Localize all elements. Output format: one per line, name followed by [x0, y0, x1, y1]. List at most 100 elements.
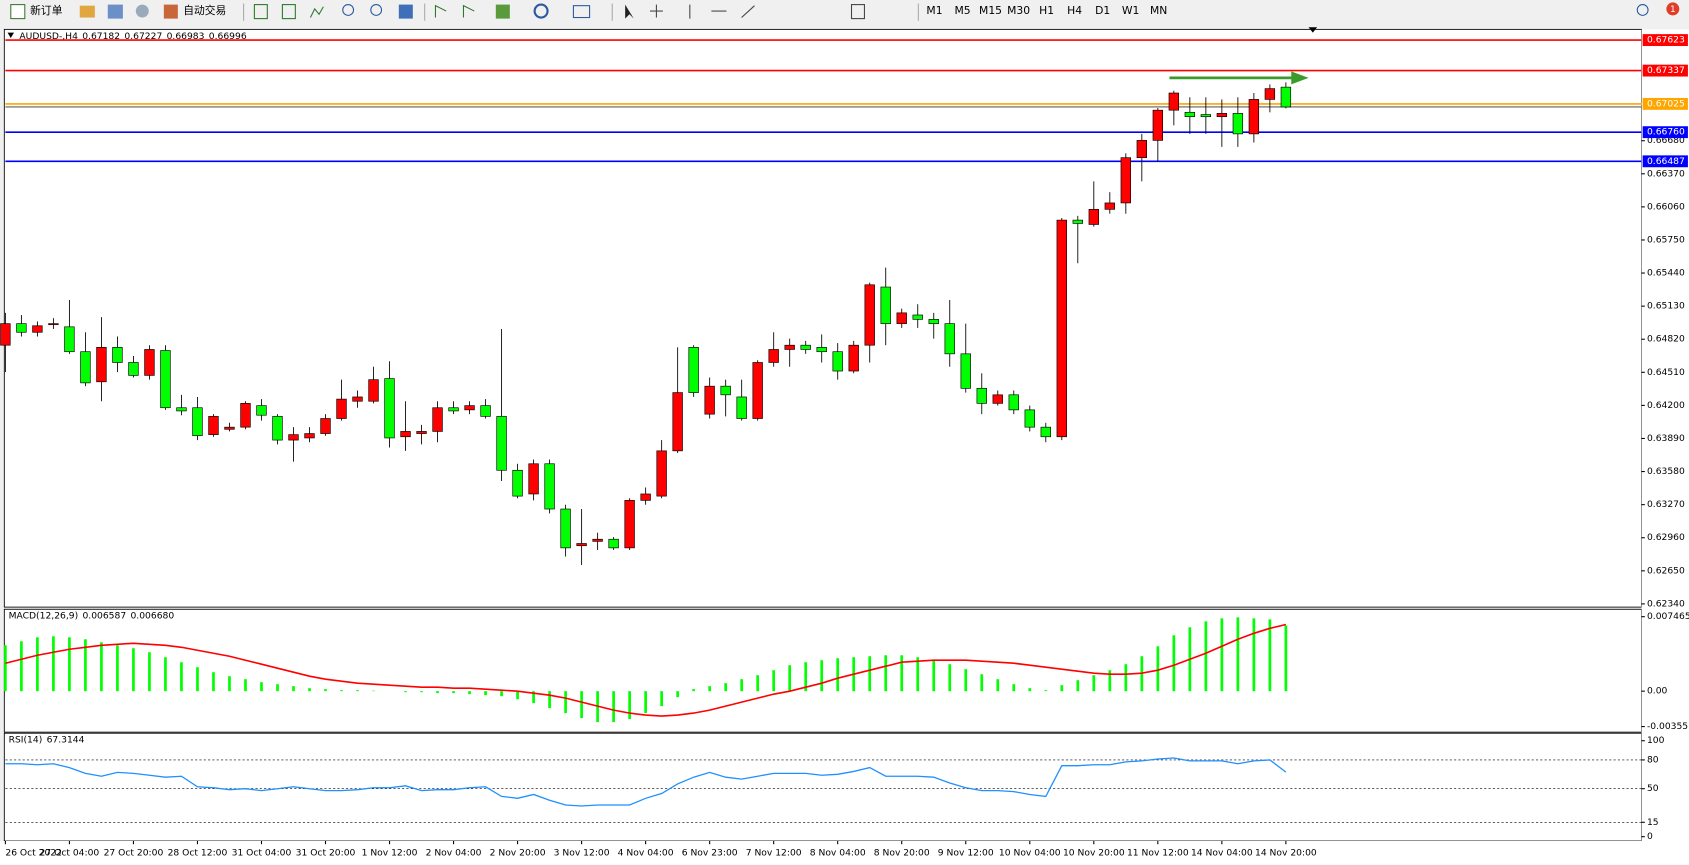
toolbar-bg [0, 0, 1689, 24]
timeframe-button[interactable]: H1 [1039, 4, 1054, 17]
timeframe-button[interactable]: W1 [1122, 4, 1140, 17]
level-label-bg [1642, 34, 1688, 46]
x-tick-label: 14 Nov 20:00 [1255, 847, 1317, 858]
y-tick-label: -0.003551 [1647, 721, 1689, 732]
header-value: RSI(14) [9, 734, 43, 745]
tile-button[interactable] [398, 4, 413, 19]
auto-trading-icon[interactable] [163, 4, 178, 19]
candle-body [1184, 111, 1196, 118]
candle-body [16, 323, 27, 333]
candle-body [432, 407, 443, 432]
candle-body [1280, 86, 1292, 108]
x-tick-label: 27 Oct 20:00 [104, 847, 164, 858]
y-tick-label: 0.62340 [1647, 598, 1685, 609]
new-order-button[interactable]: 新订单 [30, 4, 63, 17]
x-tick-label: 3 Nov 12:00 [554, 847, 610, 858]
bar-chart-button[interactable] [253, 4, 268, 20]
x-tick-label: 28 Oct 12:00 [168, 847, 228, 858]
candle-body [592, 538, 603, 542]
candle-body [912, 314, 923, 320]
auto-trading-button[interactable]: 自动交易 [183, 4, 226, 17]
candle-body [320, 418, 331, 434]
candle-body [480, 405, 491, 417]
candle-body [32, 325, 43, 333]
y-tick-label: 0.65440 [1647, 268, 1685, 279]
candle-body [800, 344, 811, 350]
candle-body [576, 543, 587, 547]
icon[interactable] [135, 4, 149, 18]
y-tick-label: 0.63270 [1647, 499, 1685, 510]
icon[interactable] [107, 4, 123, 19]
alerts-badge[interactable] [1666, 2, 1680, 16]
text-label-button[interactable] [850, 4, 865, 20]
line-chart-button[interactable] [309, 6, 324, 18]
header-value: 0.67227 [124, 30, 162, 41]
timeframe-button[interactable]: M15 [979, 4, 1002, 17]
trendline-button[interactable] [741, 5, 755, 18]
y-tick-label: 0.63580 [1647, 466, 1685, 477]
shift-button[interactable] [462, 4, 475, 18]
y-tick-label: 0.64820 [1647, 334, 1685, 345]
candle-body [80, 351, 91, 384]
candle-body [1200, 114, 1212, 118]
candle-body [1216, 113, 1228, 118]
zoom-out-button[interactable] [370, 4, 383, 16]
main-panel [3, 28, 1643, 608]
candle-body [928, 319, 939, 324]
level-label: 0.66487 [1647, 156, 1685, 167]
cursor-button[interactable] [625, 4, 634, 19]
x-tick-label: 7 Nov 12:00 [746, 847, 802, 858]
header-value: 0.66996 [209, 30, 247, 41]
candle-body [960, 353, 971, 389]
level-label: 0.67025 [1647, 98, 1685, 109]
search-button[interactable] [1636, 4, 1649, 16]
candle-chart-button[interactable] [281, 4, 296, 20]
candle-body [816, 347, 827, 353]
candle-body [496, 416, 507, 471]
templates-button[interactable] [572, 5, 591, 19]
y-tick-label: 0.66060 [1647, 201, 1685, 212]
candle-body [48, 323, 59, 326]
candle-body [832, 351, 843, 372]
timeframe-button[interactable]: M1 [926, 4, 942, 17]
candle-body [256, 405, 267, 416]
candle-body [784, 344, 795, 350]
timeframe-group: M1 M5 M15 M30 H1 H4 D1 W1 MN [926, 4, 1167, 17]
candle-body [560, 508, 571, 549]
timeframe-button[interactable]: M30 [1007, 4, 1030, 17]
candle-body [208, 416, 219, 435]
timeframe-button[interactable]: M5 [954, 4, 970, 17]
timeframe-button[interactable]: D1 [1095, 4, 1110, 17]
candle-body [656, 450, 667, 497]
zoom-in-button[interactable] [342, 4, 355, 16]
x-tick-label: 31 Oct 04:00 [232, 847, 292, 858]
periods-button[interactable] [533, 3, 549, 19]
y-tick-label: 0.66680 [1647, 135, 1685, 146]
rsi-panel [3, 732, 1643, 842]
candle-body [1040, 426, 1051, 438]
x-tick-label: 27 Oct 04:00 [40, 847, 100, 858]
candle-body [304, 433, 315, 439]
candle-body [352, 396, 363, 402]
candle-body [1168, 92, 1180, 111]
y-tick-label: 0.65750 [1647, 234, 1685, 245]
candle-body [1120, 157, 1131, 204]
y-tick-label: 0.63890 [1647, 433, 1685, 444]
x-tick-label: 10 Nov 04:00 [999, 847, 1061, 858]
candle-body [992, 394, 1003, 404]
y-tick-label: 0.65130 [1647, 301, 1685, 312]
candle-body [864, 284, 875, 346]
autoscroll-button[interactable] [434, 4, 447, 18]
timeframe-button[interactable]: H4 [1067, 4, 1082, 17]
candle-body [176, 407, 187, 412]
candle-body [0, 323, 11, 346]
level-label-bg [1642, 97, 1688, 110]
new-order-icon[interactable] [10, 4, 26, 20]
candle-body [1056, 219, 1067, 438]
candle-body [1008, 394, 1019, 411]
x-tick-label: 2 Nov 20:00 [490, 847, 546, 858]
indicators-button[interactable] [495, 4, 510, 19]
timeframe-button[interactable]: MN [1150, 4, 1167, 17]
candle-body [944, 323, 955, 355]
icon[interactable] [79, 5, 95, 18]
